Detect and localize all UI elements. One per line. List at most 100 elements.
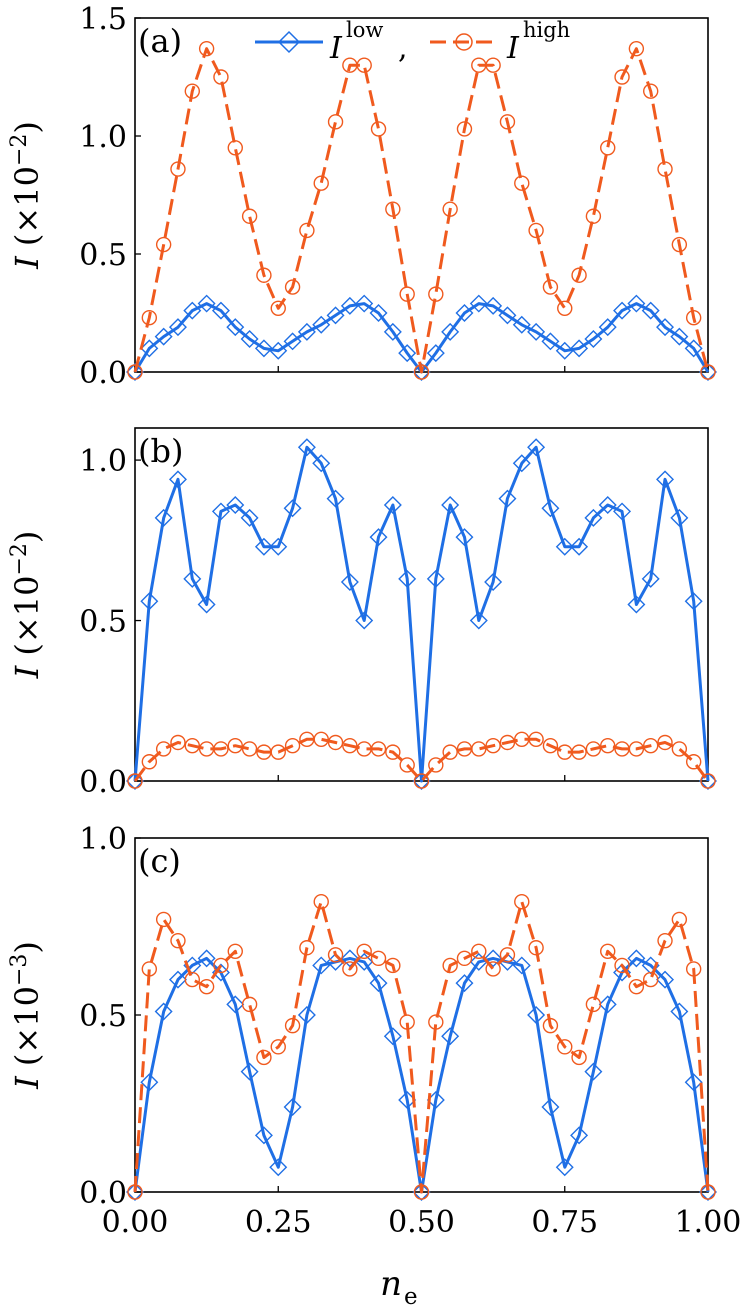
panel-b-series-low-point: [211, 502, 230, 521]
legend-high-marker: [455, 33, 473, 51]
panel-c-series-high-point: [241, 996, 258, 1013]
panel-c-series-low-line: [133, 956, 710, 1194]
panel-c-series-low-point: [312, 956, 331, 975]
panel-a-y-axis-label-var: I: [8, 246, 46, 270]
panel-c-series-low-point: [670, 1002, 689, 1021]
panel-c-series-high-point: [213, 957, 229, 974]
panel-b-series-low-point: [641, 569, 660, 588]
panel-a-series-low-point: [355, 294, 374, 313]
panel-c-series-high-point: [657, 932, 673, 949]
panel-c-series-high-line: [133, 900, 710, 1194]
panel-a-y-axis-label-exp: −2: [7, 134, 32, 166]
panel-b-series-high-point: [585, 741, 602, 757]
panel-a-series-high-point: [700, 364, 716, 380]
x-axis-label: n e: [380, 1264, 418, 1310]
panel-a-series-low-point: [469, 294, 488, 313]
panel-c-series-low-point: [126, 1183, 144, 1201]
panel-c-series-low-point: [656, 970, 675, 989]
panel-a-series-low-point: [340, 296, 359, 315]
panel-a-series-high-point: [370, 121, 387, 137]
panel-c-series-low-point: [140, 1073, 159, 1092]
panel-a-series-high-point: [241, 208, 258, 224]
panel-c-series-low-point: [340, 949, 359, 968]
panel-b-series-high-point: [528, 731, 544, 747]
panel-a-series-high-point: [628, 40, 645, 57]
panel-a-series-low-point: [126, 363, 144, 381]
panel-b-series-low-point: [383, 496, 402, 515]
panel-a-series-high-point: [327, 114, 344, 130]
panel-c-series-high-point: [442, 957, 458, 974]
panel-a-series-high-point: [528, 222, 544, 239]
panel-a-series-low-line: [133, 302, 710, 374]
panel-b-series-low-point: [197, 595, 216, 614]
panel-c-series-low-point: [512, 956, 531, 975]
panel-a-series-low-point: [168, 318, 187, 337]
panel-c-series-high-point: [700, 1184, 716, 1200]
panel-c-series-low-point: [283, 1098, 302, 1117]
panel-a-series-high-point: [127, 364, 143, 380]
panel-b-y-tick-label: 0.0: [79, 765, 127, 800]
panel-c-x-tick-label: 0.25: [245, 1205, 312, 1240]
panel-a-series-low-point: [326, 306, 345, 325]
panel-c-series-high-point: [370, 950, 387, 967]
panel-c-series-high-point: [170, 932, 186, 949]
panel-c-series-high-point: [485, 961, 501, 977]
panel-c-series-low-point: [269, 1158, 288, 1177]
panel-a-series-low-point: [297, 322, 316, 341]
panel-b-series-low-point: [183, 569, 202, 588]
panel-c-series-high-point: [557, 1039, 573, 1055]
panel-b-series-low-point: [126, 772, 144, 790]
panel-b-y-axis-label-var: I: [8, 656, 46, 680]
panel-a-series-high-point: [571, 267, 587, 283]
panel-a-series-high-point: [170, 161, 186, 177]
legend: I low , I high: [255, 18, 570, 66]
panel-c-y-tick-label: 0.0: [79, 1176, 127, 1211]
panel-c-series-high-point: [471, 943, 487, 959]
panel-a-series-high-point: [385, 201, 401, 217]
panel-a-series-high-point: [643, 83, 659, 99]
panel-a-series-low-point: [584, 329, 603, 348]
panel-c-series-high-point: [571, 1049, 587, 1066]
panel-a-series-low-point: [641, 301, 660, 320]
panel-a-series-low-point: [254, 339, 273, 358]
panel-a-series-low-point: [269, 341, 288, 360]
panel-b-series-low-point: [340, 573, 359, 592]
panel-c-series-high-point: [399, 1014, 415, 1030]
panel-a-series-high-point: [442, 201, 458, 217]
panel-b-series-high-point: [327, 734, 344, 751]
panel-b-series-low-point: [269, 537, 288, 556]
panel-b-series-low-point: [469, 611, 488, 630]
panel-b-series-low-point: [326, 489, 345, 508]
panel-c-series-high-point: [155, 911, 172, 928]
panel-c-series-high-point: [127, 1184, 143, 1200]
legend-low-base: I: [329, 31, 343, 66]
panel-c-series-low-point: [441, 1027, 460, 1046]
panel-b-series-high-point: [671, 741, 688, 757]
panel-a-series-low-point: [512, 315, 531, 334]
panel-c-y-tick-label: 1.0: [79, 822, 127, 857]
panel-a-series-high-line: [133, 47, 710, 374]
panel-c-series-low-point: [197, 949, 216, 968]
panel-a-series-high-point: [184, 83, 201, 99]
panel-a: 0.0 0.5 1.0 1.5 I (×10−2) (a): [7, 2, 717, 391]
panel-c-series-high-point: [327, 947, 344, 963]
panel-b-series-low-point: [527, 438, 546, 457]
panel-a-series-high-point: [514, 175, 530, 191]
panel-a-series-high: [127, 40, 716, 380]
panel-c-series-low-point: [584, 1062, 603, 1081]
x-axis-label-sub: e: [404, 1284, 418, 1310]
panel-b-series-high-point: [342, 738, 358, 754]
panel-b-series-high-point: [499, 734, 516, 751]
panel-c-x-tick-label: 0.50: [388, 1205, 455, 1240]
panel-a-series-low-point: [154, 327, 173, 346]
panel-a-series-high-point: [141, 310, 158, 326]
panel-b-series-low-point: [541, 499, 560, 518]
panel-b-series-low-point: [297, 438, 316, 457]
panel-a-series-low-point: [211, 301, 230, 320]
panel-a-series-low-point: [527, 322, 546, 341]
panel-b-series-low-point: [656, 470, 675, 489]
legend-low-sup: low: [346, 18, 383, 42]
panel-b-series-low-point: [312, 454, 331, 473]
panel-c-series-low-point: [412, 1183, 431, 1201]
